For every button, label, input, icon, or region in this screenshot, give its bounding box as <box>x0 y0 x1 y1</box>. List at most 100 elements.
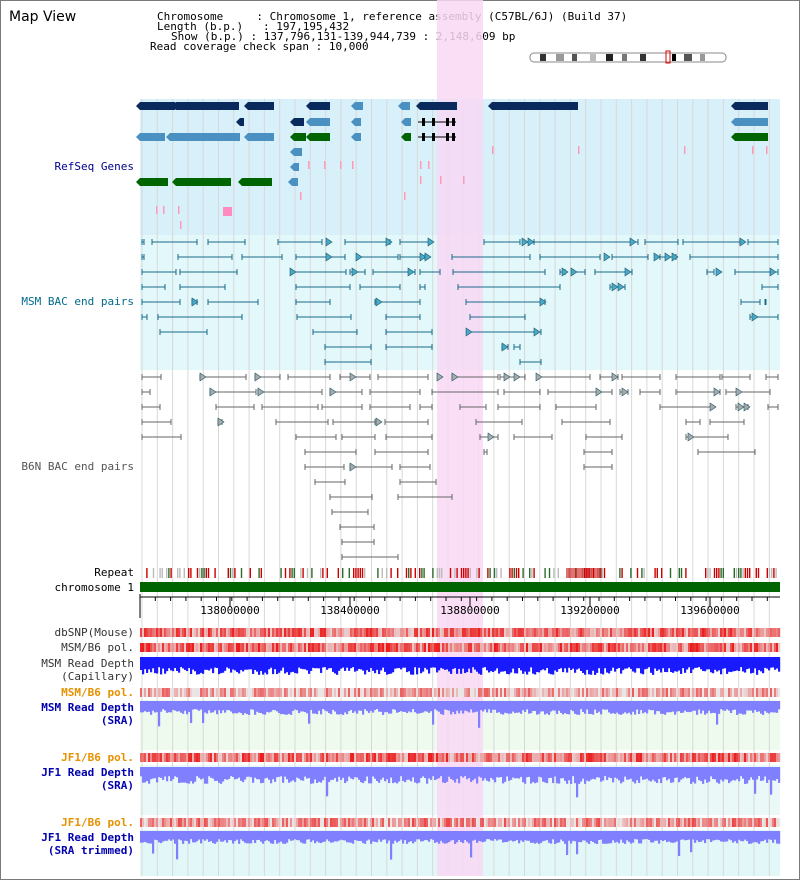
msm-depth-capillary-bar <box>440 657 443 668</box>
jf1-b6-pol-1-density <box>590 753 593 762</box>
msm-b6-pol-1-density <box>150 643 153 652</box>
b6n-bac-label: B6N BAC end pairs <box>21 460 134 473</box>
msm-depth-sra-bar <box>754 701 757 711</box>
jf1-depth-sra-bar <box>330 767 333 780</box>
dbsnp-density <box>738 628 741 637</box>
msm-depth-sra-bar <box>286 701 289 715</box>
jf1-b6-pol-2-density <box>562 818 565 827</box>
msm-b6-pol-1-density <box>490 643 493 652</box>
msm-depth-capillary-bar <box>678 657 681 671</box>
dbsnp-density <box>174 628 177 637</box>
jf1-depth-trim-bar <box>424 831 427 841</box>
dbsnp-density <box>310 628 313 637</box>
jf1-b6-pol-2-density <box>774 818 777 827</box>
jf1-b6-pol-2-density <box>374 818 377 827</box>
jf1-b6-pol-2-density <box>202 818 205 827</box>
jf1-b6-pol-1-density <box>722 753 725 762</box>
jf1-depth-trim-bar <box>414 831 417 842</box>
msm-b6-pol-1-density <box>762 643 765 652</box>
msm-b6-pol-2-density <box>418 688 421 697</box>
jf1-b6-pol-1-density <box>418 753 421 762</box>
repeat-feature <box>306 568 309 578</box>
jf1-depth-trim-bar <box>450 831 453 841</box>
b6n-bac-end-marker <box>254 372 262 382</box>
msm-b6-pol-1-density <box>398 643 401 652</box>
msm-depth-capillary-bar <box>370 657 373 668</box>
gene-exon <box>432 133 435 141</box>
jf1-b6-pol-2-density <box>246 818 249 827</box>
jf1-b6-pol-2-density <box>512 818 515 827</box>
msm-depth-sra-bar <box>174 701 177 711</box>
jf1-depth-trim-bar <box>186 831 189 842</box>
msm-b6-pol-2-density <box>442 688 445 697</box>
jf1-b6-pol-2-density <box>482 818 485 827</box>
msm-depth-capillary-bar <box>194 657 197 672</box>
msm-depth-capillary-bar <box>484 657 487 668</box>
jf1-b6-pol-2-density <box>554 818 557 827</box>
jf1-depth-sra-bar <box>270 767 273 784</box>
msm-b6-pol-1-density <box>728 643 731 652</box>
msm-depth-sra-bar <box>338 701 341 715</box>
msm-depth-capillary-bar <box>152 657 155 669</box>
jf1-b6-pol-2-density <box>716 818 719 827</box>
dbsnp-density <box>676 628 679 637</box>
gene-exon <box>446 118 449 126</box>
jf1-depth-trim-bar <box>578 831 581 843</box>
jf1-depth-sra-bar <box>446 767 449 782</box>
jf1-depth-sra-bar <box>396 767 399 784</box>
jf1-b6-pol-1-density <box>304 753 307 762</box>
jf1-depth-trim-bar <box>298 831 301 841</box>
dbsnp-density <box>330 628 333 637</box>
jf1-depth-trim-bar <box>714 831 717 841</box>
jf1-depth-trim-bar <box>756 831 759 843</box>
jf1-b6-pol-1-density <box>356 753 359 762</box>
msm-depth-sra-bar <box>152 701 155 711</box>
jf1-b6-pol-2-density <box>638 818 641 827</box>
msm-depth-sra-bar <box>252 701 255 710</box>
msm-depth-sra-bar <box>482 701 485 712</box>
msm-b6-pol-1-density <box>142 643 145 652</box>
jf1-depth-sra-bar <box>260 767 263 784</box>
jf1-b6-pol-1-density <box>264 753 267 762</box>
msm-depth-capillary-bar <box>538 657 541 673</box>
jf1-depth-sra-bar <box>588 767 591 782</box>
msm-depth-capillary-bar <box>522 657 525 674</box>
jf1-b6-pol-2-density <box>654 818 657 827</box>
jf1-depth-trim-bar <box>256 831 259 841</box>
jf1-depth-sra-bar <box>740 767 743 777</box>
msm-depth-capillary-bar <box>292 657 295 672</box>
jf1-b6-pol-2-density <box>254 818 257 827</box>
msm-depth-sra-bar <box>180 701 183 713</box>
jf1-depth-trim-bar <box>696 831 699 841</box>
jf1-b6-pol-2-density <box>630 818 633 827</box>
dbsnp-density <box>750 628 753 637</box>
jf1-depth-trim-bar <box>576 831 579 855</box>
jf1-depth-trim-bar <box>260 831 263 842</box>
repeat-feature <box>355 568 357 578</box>
dbsnp-density <box>298 628 301 637</box>
msm-depth-sra-bar <box>406 701 409 714</box>
jf1-b6-pol-2-density <box>646 818 649 827</box>
msm-b6-pol-2-density <box>680 688 683 697</box>
msm-depth-capillary-bar <box>294 657 297 674</box>
jf1-b6-pol-2-density <box>548 818 551 827</box>
msm-depth-capillary-bar <box>364 657 367 675</box>
jf1-depth-sra-bar <box>540 767 543 778</box>
msm-b6-pol-2-density <box>660 688 663 697</box>
msm-depth-sra-bar <box>242 701 245 715</box>
jf1-b6-pol-2-density <box>776 818 779 827</box>
msm-b6-pol-2-density <box>178 688 181 697</box>
jf1-b6-pol-1-density <box>282 753 285 762</box>
jf1-depth-trim-bar <box>708 831 711 840</box>
msm-depth-sra-bar <box>474 701 477 713</box>
jf1-b6-pol-1-density <box>638 753 641 762</box>
msm-b6-pol-1-density <box>230 643 233 652</box>
dbsnp-density <box>642 628 645 637</box>
msm-b6-pol-1-density <box>394 643 397 652</box>
msm-b6-pol-1-density <box>280 643 283 652</box>
jf1-b6-pol-2-density <box>550 818 553 827</box>
msm-depth-sra-bar <box>380 701 383 712</box>
msm-depth-capillary-bar <box>572 657 575 669</box>
jf1-b6-pol-1-density <box>140 753 143 762</box>
